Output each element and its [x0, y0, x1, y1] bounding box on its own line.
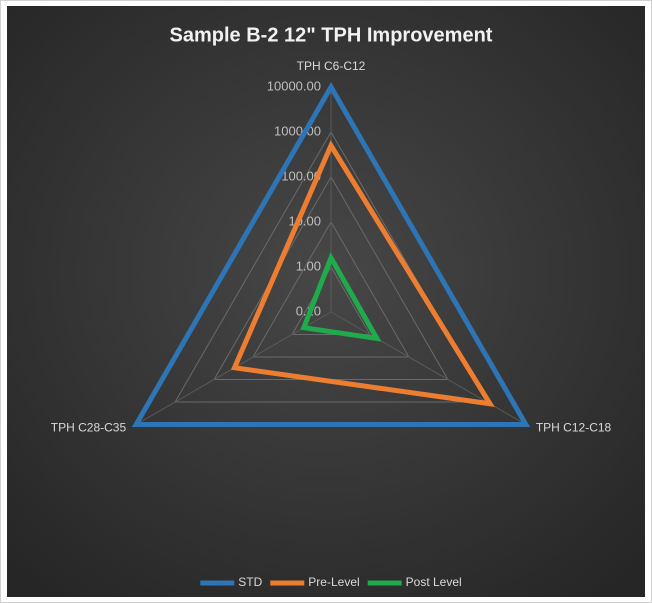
r-tick-label: 1000.00 — [274, 123, 321, 138]
series-line — [300, 252, 382, 342]
chart-title: Sample B-2 12" TPH Improvement — [170, 24, 493, 46]
category-label: TPH C6-C12 — [297, 59, 366, 73]
legend-label: Pre-Level — [308, 575, 359, 589]
legend-label: STD — [238, 575, 262, 589]
r-tick-label: 10000.00 — [267, 78, 321, 93]
r-tick-label: 1.00 — [296, 258, 321, 273]
plot-background — [7, 6, 645, 597]
series-line — [230, 140, 495, 408]
category-label: TPH C28-C35 — [51, 421, 127, 435]
grid-line — [252, 221, 410, 358]
grid-line — [291, 265, 371, 335]
legend-label: Post Level — [406, 575, 462, 589]
category-label: TPH C12-C18 — [536, 421, 612, 435]
grid-line — [174, 131, 488, 403]
r-tick-label: 100.00 — [281, 168, 321, 183]
series-line — [131, 81, 531, 427]
